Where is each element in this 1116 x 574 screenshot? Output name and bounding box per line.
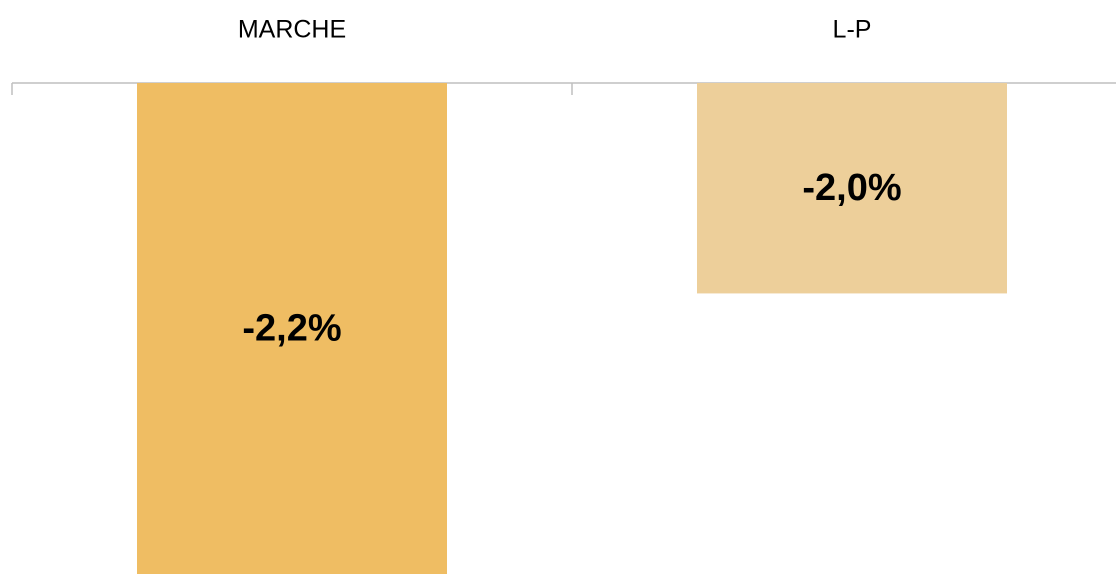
value-label: -2,2% — [242, 308, 341, 350]
category-label: L-P — [833, 16, 872, 44]
category-label: MARCHE — [238, 16, 346, 44]
value-label: -2,0% — [802, 167, 901, 209]
bar — [697, 83, 1007, 294]
bar — [137, 83, 447, 574]
